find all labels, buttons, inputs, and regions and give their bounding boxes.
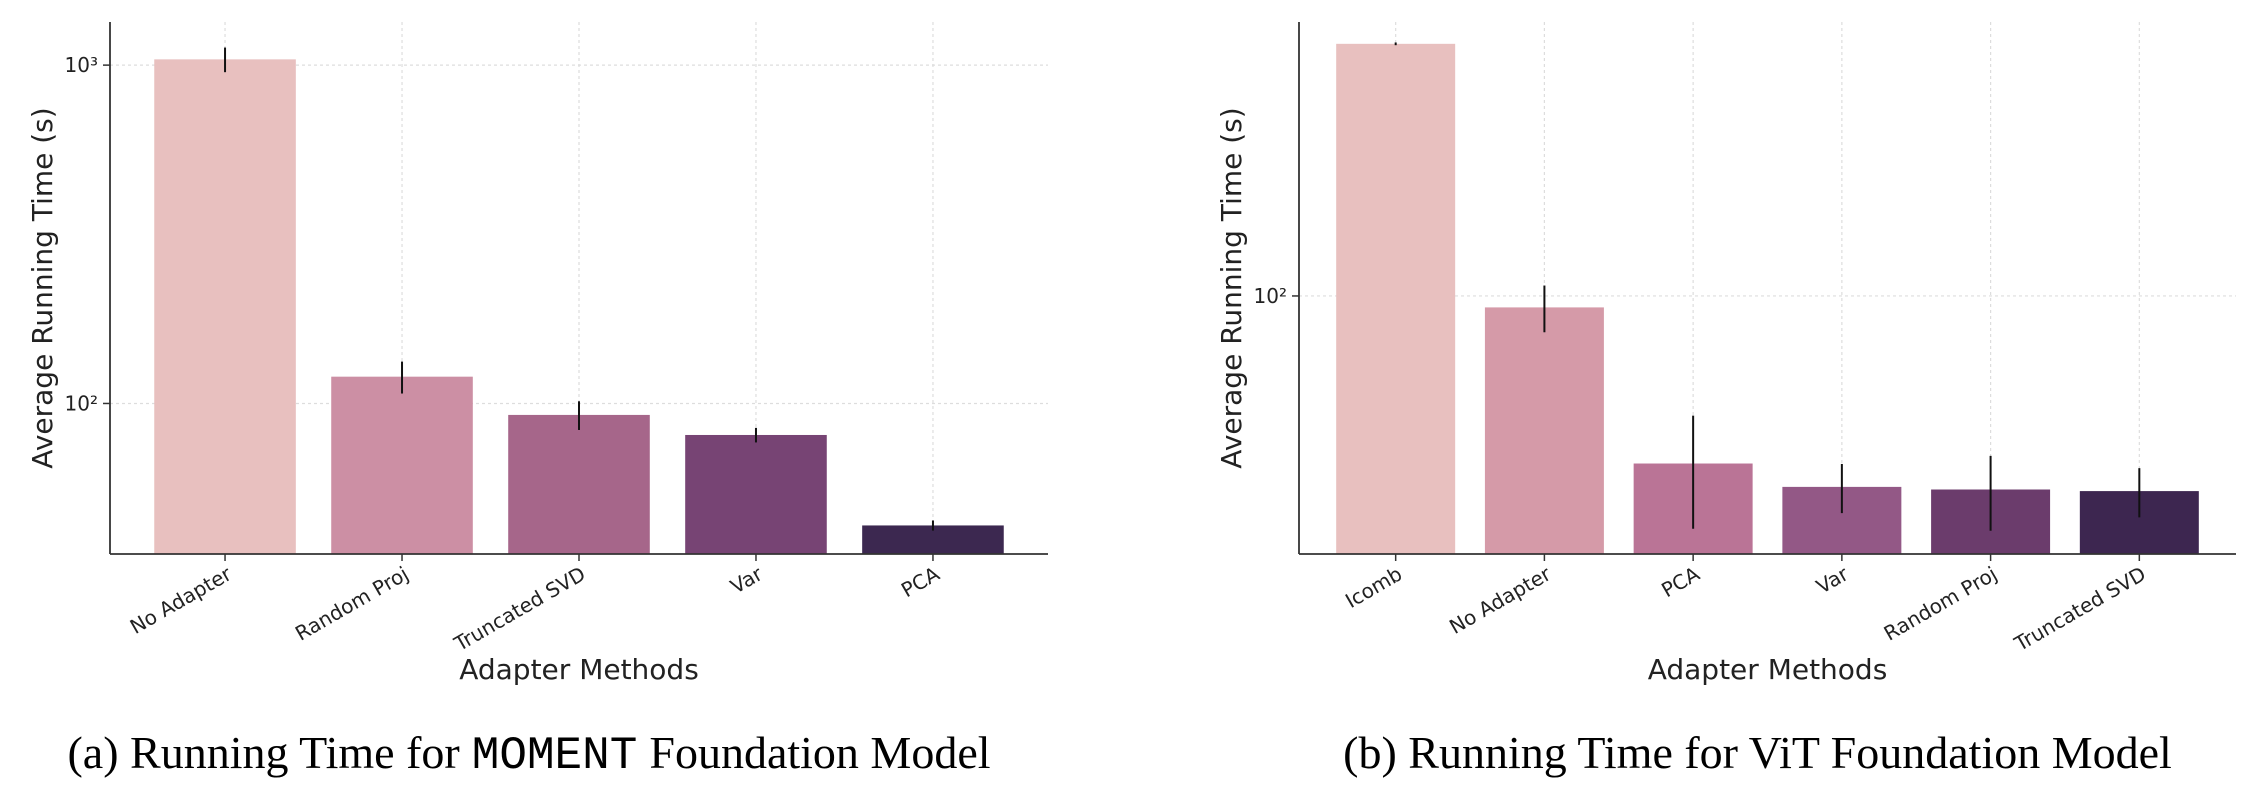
x-tick-label: PCA (1657, 561, 1704, 602)
caption-part: MOMENT (472, 730, 638, 782)
y-axis-label: Average Running Time (s) (1215, 107, 1248, 468)
bar (331, 376, 473, 554)
y-tick-label: 10² (65, 391, 98, 415)
y-axis-label: Average Running Time (s) (26, 107, 59, 468)
bar (1484, 307, 1604, 554)
x-tick-label: Truncated SVD (2010, 562, 2150, 657)
bar (154, 59, 296, 554)
x-axis-label: Adapter Methods (1648, 653, 1888, 686)
x-tick-label: PCA (897, 561, 944, 602)
bar (1336, 43, 1456, 555)
x-tick-label: Icomb (1341, 562, 1406, 613)
caption-part: (a) Running Time for (67, 727, 459, 778)
x-tick-label: No Adapter (1445, 561, 1555, 639)
subplot: 10² 10³ No Adapter Random Proj Truncated SVD… (26, 22, 1048, 782)
caption-part: Foundation Model (649, 727, 990, 778)
caption-part: (b) Running Time for ViT Foundation Mode… (1343, 727, 2172, 778)
bar (508, 414, 650, 554)
x-tick-label: Random Proj (1880, 562, 2002, 646)
x-tick-label: Random Proj (291, 562, 413, 646)
x-axis-label: Adapter Methods (459, 653, 699, 686)
x-tick-label: Var (1812, 561, 1853, 598)
y-tick-label: 10² (1254, 284, 1287, 308)
subplot: 10² Icomb No Adapter PCA Var Random Proj Trunc… (1215, 22, 2236, 778)
caption: (b) Running Time for ViT Foundation Mode… (1343, 727, 2172, 778)
x-tick-label: No Adapter (126, 561, 236, 639)
caption: (a) Running Time for MOMENT Foundation Mod… (67, 727, 990, 782)
y-tick-label: 10³ (65, 53, 98, 77)
x-tick-label: Truncated SVD (449, 562, 589, 657)
bar (685, 434, 827, 554)
x-tick-label: Var (726, 561, 767, 598)
